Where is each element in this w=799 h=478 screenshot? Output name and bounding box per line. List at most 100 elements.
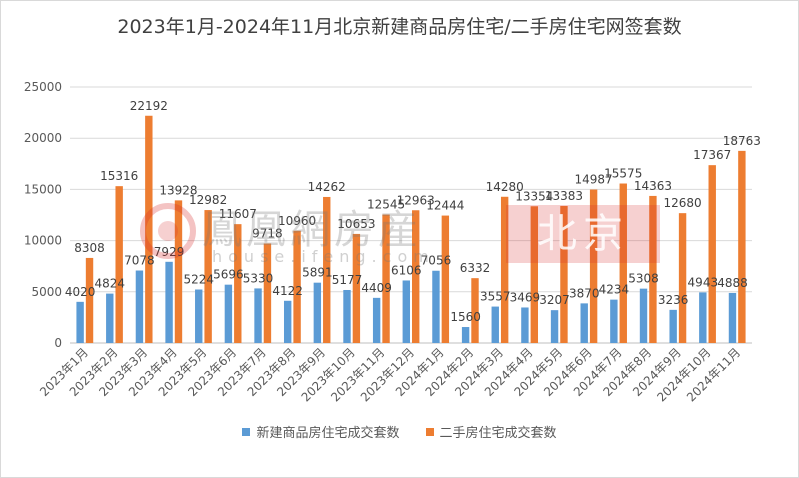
x-axis: 2023年1月2023年2月2023年3月2023年4月2023年5月2023年… [37,345,743,404]
data-label: 6332 [460,261,491,275]
y-tick-label: 20000 [24,131,62,145]
bar-resale-homes [589,189,598,343]
data-label: 8308 [74,241,105,255]
data-label: 5224 [183,273,214,287]
data-label: 4122 [272,284,303,298]
data-label: 14280 [486,180,524,194]
data-label: 4943 [688,275,719,289]
y-axis: 0 5000 10000 15000 20000 25000 [24,80,62,350]
data-label: 5308 [628,272,659,286]
bar-new-homes [224,284,233,343]
data-label: 7056 [421,254,452,268]
bar-new-homes [283,300,292,343]
data-label: 5696 [213,268,244,282]
bar-new-homes [372,297,381,343]
bar-new-homes [728,292,737,343]
bar-resale-homes [323,196,331,343]
data-label: 3557 [480,290,511,304]
data-label: 14987 [575,173,613,187]
bar-new-homes [461,327,470,343]
bar-resale-homes [471,278,479,343]
legend-item-new-homes: 新建商品房住宅成交套数 [242,422,400,441]
bar-resale-homes [412,210,420,343]
data-label: 5177 [332,273,363,287]
data-label: 1560 [450,310,481,324]
data-label: 4020 [65,285,96,299]
bar-new-homes [254,288,262,343]
bar-new-homes [550,310,559,343]
bar-resale-homes [174,200,183,343]
data-label: 12982 [189,193,227,207]
data-label: 4234 [599,283,630,297]
y-tick-label: 15000 [24,182,62,196]
data-label: 4409 [361,281,392,295]
data-label: 5330 [243,271,274,285]
bar-new-homes [313,282,322,343]
bar-new-homes [669,309,677,343]
data-label: 4824 [95,277,126,291]
y-tick-label: 10000 [24,234,62,248]
data-labels: 4020 8308 4824 15316 7078 22192 7929 13928 5224 1… [65,99,761,324]
bar-resale-homes [738,150,746,343]
bar-new-homes [343,289,351,343]
data-label: 11607 [219,207,257,221]
chart-legend: 新建商品房住宅成交套数 二手房住宅成交套数 [0,422,799,441]
data-label: 12963 [397,193,435,207]
bar-resale-homes [263,243,272,343]
bar-resale-homes [530,206,539,343]
data-label: 9718 [252,226,283,240]
data-label: 17367 [693,148,731,162]
bar-resale-homes [441,215,450,343]
bar-new-homes [106,293,114,343]
bar-resale-homes [234,224,242,343]
data-label: 13928 [159,183,197,197]
y-tick-label: 0 [54,336,62,350]
bar-resale-homes [204,210,212,343]
data-label: 13383 [545,189,583,203]
bar-resale-homes [115,186,123,343]
data-label: 12545 [367,198,405,212]
bar-new-homes [521,307,529,343]
data-label: 3870 [569,286,600,300]
data-label: 6106 [391,263,422,277]
data-label: 5891 [302,266,333,280]
legend-label-new-homes: 新建商品房住宅成交套数 [256,426,400,441]
bar-resale-homes [85,257,94,343]
bar-resale-homes [145,115,153,343]
legend-swatch-new-homes [242,427,251,436]
legend-swatch-resale-homes [425,427,434,436]
bar-resale-homes [708,165,716,343]
data-label: 15316 [100,169,138,183]
bar-new-homes [432,270,440,343]
data-label: 7929 [154,245,185,259]
y-tick-label: 5000 [31,285,62,299]
bar-resale-homes [649,195,657,343]
bar-new-homes [639,288,648,343]
bar-new-homes [491,306,499,343]
bar-new-homes [135,270,144,343]
bar-resale-homes [293,230,301,343]
data-label: 18763 [723,134,761,148]
data-label: 10960 [278,214,316,228]
bar-resale-homes [382,214,390,343]
bars [76,115,746,343]
y-tick-label: 25000 [24,80,62,94]
legend-item-resale-homes: 二手房住宅成交套数 [425,422,557,441]
data-label: 14262 [308,180,346,194]
data-label: 7078 [124,254,155,268]
bar-new-homes [195,289,203,343]
bar-new-homes [76,301,84,343]
data-label: 4888 [717,276,748,290]
data-label: 12444 [426,199,464,213]
bar-resale-homes [560,205,568,343]
data-label: 15575 [604,167,642,181]
chart-title: 2023年1月-2024年11月北京新建商品房住宅/二手房住宅网签套数 [117,16,682,38]
bar-new-homes [610,299,618,343]
bar-new-homes [165,261,173,343]
data-label: 3469 [510,290,541,304]
bar-resale-homes [352,233,361,343]
data-label: 10653 [337,217,375,231]
bar-new-homes [699,292,707,343]
